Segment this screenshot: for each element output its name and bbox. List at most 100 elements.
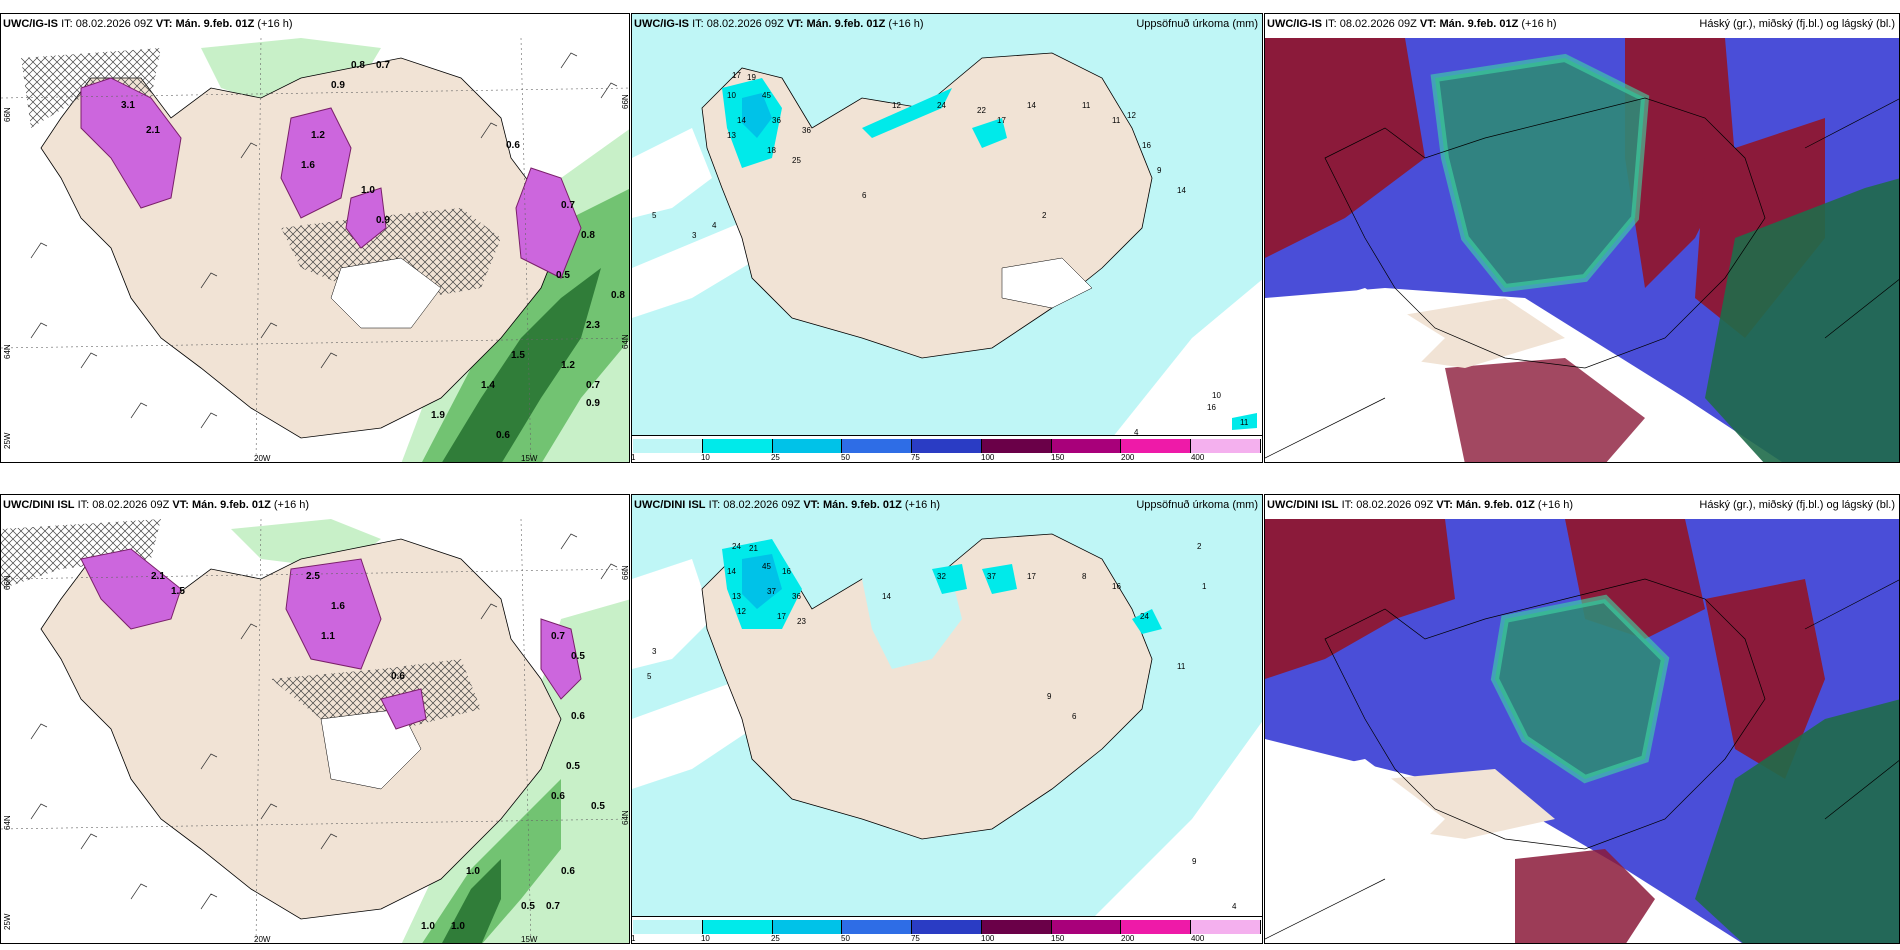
legend-swatch — [912, 439, 982, 453]
legend-tick: 25 — [770, 453, 780, 462]
legend-swatch — [702, 920, 773, 934]
panel-title: UWC/IG-IS IT: 08.02.2026 09Z VT: Mán. 9.… — [3, 18, 293, 30]
legend-swatch — [772, 920, 843, 934]
value-label: 1.0 — [361, 185, 375, 196]
value-label: 2 — [1197, 542, 1202, 551]
color-legend: 1 10 25 50 75 100 150 200 400 — [632, 916, 1262, 943]
value-label: 32 — [937, 572, 946, 581]
legend-swatch — [1051, 920, 1122, 934]
legend-swatch — [912, 920, 982, 934]
grid-lines — [1, 519, 629, 943]
value-label: 14 — [727, 567, 736, 576]
white-region — [330, 257, 442, 329]
value-label: 2.1 — [146, 125, 160, 136]
value-label: 1.5 — [171, 586, 185, 597]
value-label: 14 — [1027, 101, 1036, 110]
panel-right-title: Uppsöfnuð úrkoma (mm) — [1136, 18, 1258, 30]
value-label: 0.7 — [551, 631, 565, 642]
value-label: 1.1 — [321, 631, 335, 642]
value-label: 36 — [802, 126, 811, 135]
value-label: 2 — [1042, 211, 1047, 220]
value-label: 0.6 — [571, 711, 585, 722]
value-label: 17 — [777, 612, 786, 621]
lat-label: 64N — [621, 334, 630, 349]
wind-barbs — [30, 52, 618, 429]
value-label: 0.8 — [611, 290, 625, 301]
map-canvas — [1265, 38, 1899, 462]
white-region — [632, 559, 712, 669]
legend-tick: 400 — [1190, 934, 1205, 943]
value-label: 13 — [732, 592, 741, 601]
coastline — [1265, 578, 1899, 940]
value-label: 2.5 — [306, 571, 320, 582]
value-label: 1.0 — [421, 921, 435, 932]
lon-label: 15W — [521, 935, 538, 944]
legend-tick: 1 — [631, 934, 636, 943]
legend-swatch — [633, 439, 703, 453]
value-label: 2.1 — [151, 571, 165, 582]
magenta-precip — [285, 558, 382, 670]
value-label: 0.6 — [561, 866, 575, 877]
value-label: 3 — [692, 231, 697, 240]
hatch-region — [281, 208, 501, 298]
hatch-region — [1, 519, 161, 589]
legend-tick: 75 — [910, 934, 920, 943]
lat-label: 66N — [621, 565, 630, 580]
map-canvas — [1265, 519, 1899, 943]
value-label: 10 — [727, 91, 736, 100]
legend-tick: 200 — [1121, 453, 1135, 462]
value-label: 1.2 — [561, 360, 575, 371]
value-label: 1.6 — [301, 160, 315, 171]
legend-tick: 150 — [1051, 453, 1065, 462]
value-label: 9 — [1047, 692, 1052, 701]
cyan-region — [862, 559, 962, 669]
value-label: 9 — [1157, 166, 1162, 175]
lat-label: 64N — [3, 344, 12, 359]
value-label: 12 — [737, 607, 746, 616]
lon-label: 15W — [521, 454, 538, 463]
legend-tick: 50 — [841, 934, 850, 943]
value-label: 0.8 — [351, 60, 365, 71]
value-label: 1.2 — [311, 130, 325, 141]
value-label: 24 — [1140, 612, 1149, 621]
value-label: 1 — [1202, 582, 1207, 591]
value-label: 22 — [977, 106, 986, 115]
value-label: 3 — [652, 647, 657, 656]
lat-label: 66N — [621, 94, 630, 109]
iceland-land — [701, 533, 1153, 840]
legend-swatch — [1121, 920, 1192, 934]
cloud-high — [1705, 178, 1899, 462]
lat-label: 64N — [3, 815, 12, 830]
legend-tick: 100 — [981, 934, 995, 943]
value-label: 9 — [1192, 857, 1197, 866]
cloud-mid — [1265, 519, 1455, 679]
cyan-region — [862, 88, 952, 138]
value-label: 19 — [747, 73, 756, 82]
value-label: 0.7 — [586, 380, 600, 391]
value-label: 1.9 — [431, 410, 445, 421]
value-label: 11 — [1112, 116, 1121, 125]
value-label: 17 — [732, 71, 741, 80]
white-region — [1001, 257, 1093, 309]
value-label: 0.5 — [556, 270, 570, 281]
value-label: 3.1 — [121, 100, 135, 111]
legend-swatch — [842, 439, 913, 453]
value-label: 0.8 — [581, 230, 595, 241]
magenta-precip — [280, 107, 352, 219]
value-label: 0.5 — [521, 901, 535, 912]
value-label: 0.6 — [506, 140, 520, 151]
legend-swatch — [981, 920, 1052, 934]
legend-tick: 75 — [910, 453, 920, 462]
cyan-region — [982, 564, 1017, 594]
legend-swatch — [1191, 920, 1262, 934]
lat-label: 64N — [621, 810, 630, 825]
value-label: 0.6 — [391, 671, 405, 682]
value-label: 6 — [862, 191, 867, 200]
legend-swatch — [842, 920, 913, 934]
white-region — [1112, 279, 1262, 438]
lat-label: 66N — [3, 575, 12, 590]
lon-label: 20W — [254, 935, 271, 944]
value-label: 0.7 — [546, 901, 560, 912]
cyan-region — [1232, 413, 1257, 430]
value-label: 45 — [762, 91, 771, 100]
